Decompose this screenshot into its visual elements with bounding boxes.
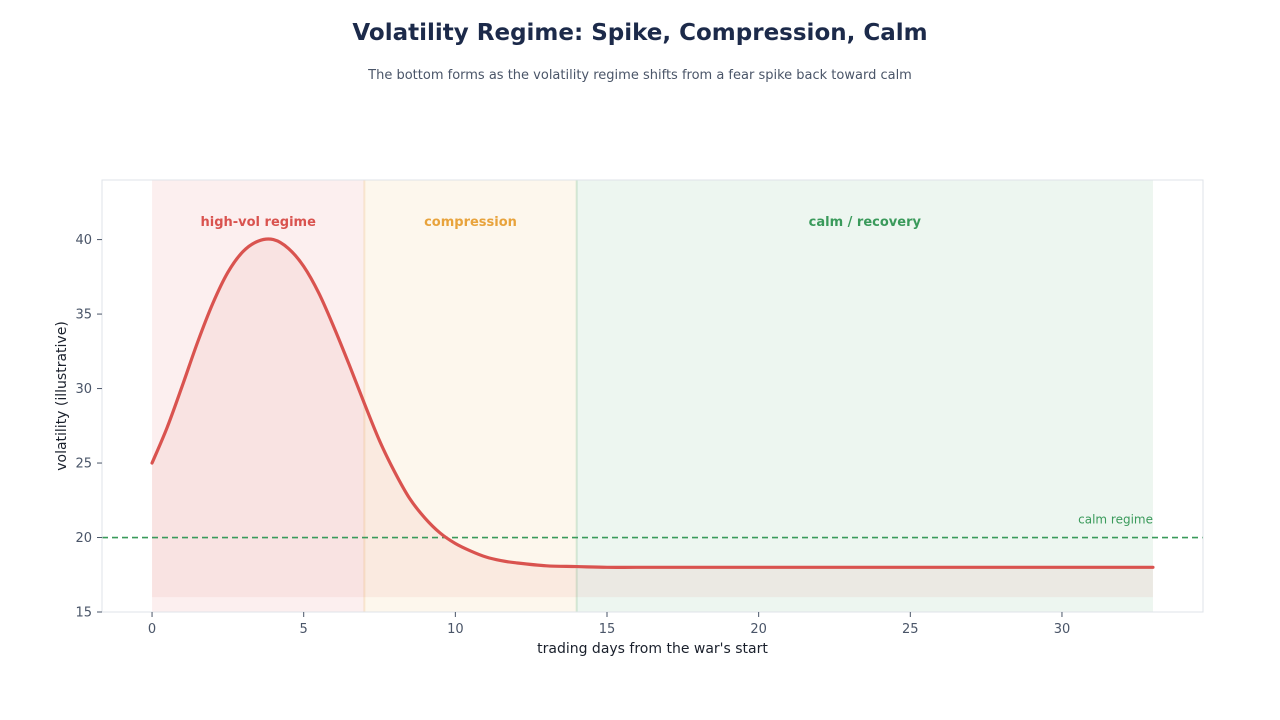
region-label-1: compression xyxy=(424,215,517,230)
region-band-1 xyxy=(364,180,577,612)
x-tick-label: 25 xyxy=(902,622,919,637)
x-tick-label: 30 xyxy=(1054,622,1071,637)
chart-subtitle: The bottom forms as the volatility regim… xyxy=(368,68,912,83)
y-tick-label: 15 xyxy=(75,606,92,621)
y-tick-label: 25 xyxy=(75,457,92,472)
region-label-2: calm / recovery xyxy=(809,215,922,230)
series-fill xyxy=(152,239,1153,598)
region-label-0: high-vol regime xyxy=(200,215,316,230)
region-band-0 xyxy=(152,180,365,612)
y-tick-label: 30 xyxy=(75,382,92,397)
y-tick-label: 20 xyxy=(75,531,92,546)
y-tick-label: 35 xyxy=(75,308,92,323)
frame-layer xyxy=(101,179,1204,613)
regions-layer: high-vol regime compression calm / recover… xyxy=(152,180,1153,612)
x-axis-label: trading days from the war's start xyxy=(537,641,768,657)
x-tick-label: 10 xyxy=(447,622,464,637)
ticks-layer: 0 5 10 15 20 25 30 15 20 25 30 35 40 xyxy=(75,233,1070,637)
x-tick-label: 5 xyxy=(300,622,308,637)
y-axis-label: volatility (illustrative) xyxy=(54,321,70,471)
x-tick-label: 20 xyxy=(750,622,767,637)
reference-line-label: calm regime xyxy=(1078,513,1153,527)
fill-layer xyxy=(152,239,1153,598)
y-tick-label: 40 xyxy=(75,233,92,248)
region-band-2 xyxy=(576,180,1153,612)
line-layer xyxy=(150,237,1155,569)
reference-layer: calm regime xyxy=(102,513,1203,539)
plot-frame xyxy=(101,179,1204,613)
x-tick-label: 0 xyxy=(148,622,156,637)
chart-title: Volatility Regime: Spike, Compression, C… xyxy=(352,20,928,46)
series-line xyxy=(150,237,1155,569)
x-tick-label: 15 xyxy=(599,622,616,637)
